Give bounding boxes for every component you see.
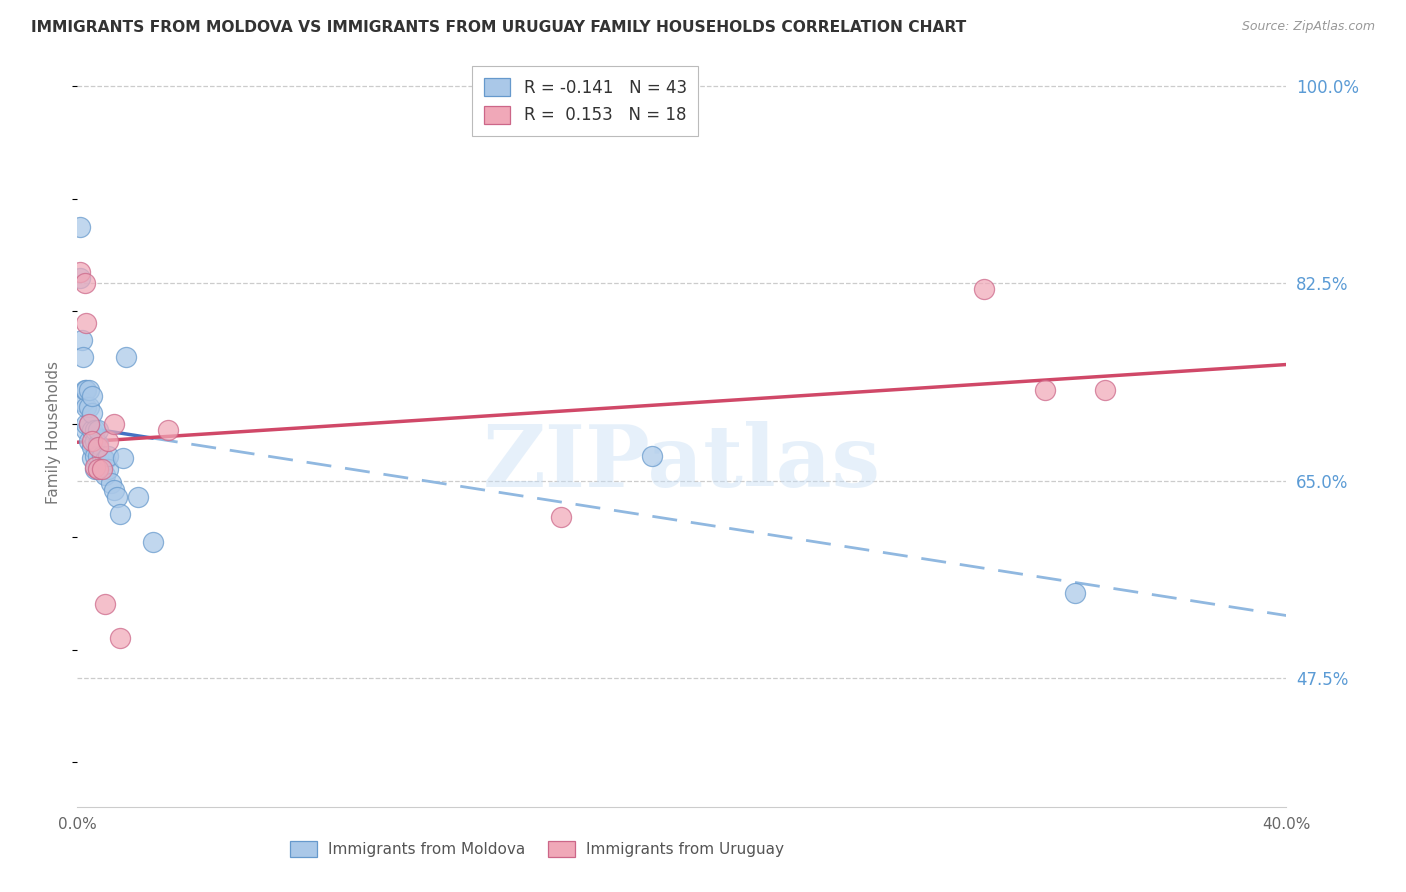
- Y-axis label: Family Households: Family Households: [46, 361, 62, 504]
- Point: [84, 460, 107, 475]
- Point: [73, 277, 96, 291]
- Point: [96, 449, 118, 463]
- Point: [96, 462, 118, 476]
- Point: [87, 462, 110, 476]
- Point: [87, 449, 110, 463]
- Point: [84, 462, 107, 476]
- Point: [973, 282, 995, 296]
- Point: [90, 449, 112, 463]
- Point: [103, 417, 125, 432]
- Point: [82, 440, 104, 454]
- Point: [93, 453, 115, 467]
- Point: [79, 417, 101, 432]
- Point: [90, 462, 112, 476]
- Point: [69, 265, 91, 279]
- Point: [90, 462, 112, 476]
- Point: [87, 462, 110, 476]
- Point: [108, 632, 131, 646]
- Text: IMMIGRANTS FROM MOLDOVA VS IMMIGRANTS FROM URUGUAY FAMILY HOUSEHOLDS CORRELATION: IMMIGRANTS FROM MOLDOVA VS IMMIGRANTS FR…: [31, 20, 966, 35]
- Point: [82, 389, 104, 403]
- Point: [550, 509, 572, 524]
- Point: [72, 350, 94, 364]
- Point: [75, 384, 97, 398]
- Point: [79, 401, 101, 415]
- Point: [79, 384, 101, 398]
- Point: [84, 434, 107, 448]
- Point: [87, 437, 110, 451]
- Point: [87, 440, 110, 454]
- Point: [73, 384, 96, 398]
- Point: [70, 333, 93, 347]
- Point: [1094, 384, 1116, 398]
- Point: [75, 417, 97, 432]
- Point: [84, 423, 107, 437]
- Point: [1064, 586, 1087, 600]
- Point: [641, 449, 664, 463]
- Point: [82, 423, 104, 437]
- Point: [114, 350, 136, 364]
- Point: [82, 450, 104, 465]
- Text: Source: ZipAtlas.com: Source: ZipAtlas.com: [1241, 20, 1375, 33]
- Point: [69, 219, 91, 234]
- Point: [103, 483, 125, 497]
- Point: [84, 449, 107, 463]
- Point: [105, 491, 128, 505]
- Point: [108, 508, 131, 522]
- Point: [75, 316, 97, 330]
- Point: [87, 423, 110, 437]
- Point: [79, 434, 101, 448]
- Point: [142, 535, 165, 549]
- Point: [82, 434, 104, 448]
- Point: [96, 434, 118, 448]
- Point: [72, 394, 94, 409]
- Point: [127, 491, 149, 505]
- Point: [157, 423, 180, 437]
- Point: [111, 450, 134, 465]
- Text: ZIPatlas: ZIPatlas: [482, 421, 882, 505]
- Point: [93, 598, 115, 612]
- Point: [82, 406, 104, 420]
- Point: [1033, 384, 1056, 398]
- Legend: Immigrants from Moldova, Immigrants from Uruguay: Immigrants from Moldova, Immigrants from…: [284, 835, 790, 863]
- Point: [93, 467, 115, 482]
- Point: [69, 270, 91, 285]
- Point: [100, 475, 122, 490]
- Point: [75, 401, 97, 415]
- Point: [79, 417, 101, 432]
- Point: [75, 423, 97, 437]
